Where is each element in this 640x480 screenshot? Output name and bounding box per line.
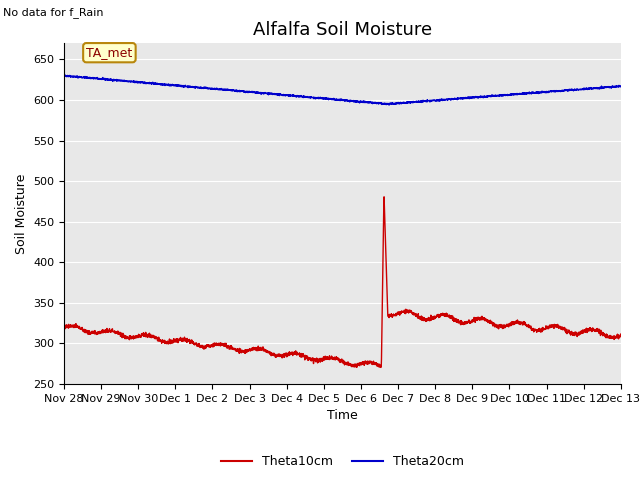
Theta10cm [298, 354, 305, 360]
X-axis label: Time: Time [327, 409, 358, 422]
Text: No data for f_Rain: No data for f_Rain [3, 7, 104, 18]
Line: Theta10cm: Theta10cm [64, 197, 621, 367]
Theta20cm [60, 72, 68, 78]
Legend: Theta10cm, Theta20cm: Theta10cm, Theta20cm [216, 450, 469, 473]
Theta20cm [61, 72, 68, 78]
Theta20cm [124, 79, 132, 84]
Title: Alfalfa Soil Moisture: Alfalfa Soil Moisture [253, 21, 432, 39]
Theta10cm [60, 324, 68, 330]
Theta10cm [547, 325, 554, 331]
Theta10cm [380, 194, 388, 200]
Theta20cm [606, 84, 614, 90]
Theta10cm [376, 364, 384, 370]
Y-axis label: Soil Moisture: Soil Moisture [15, 173, 28, 254]
Theta20cm [298, 94, 306, 99]
Theta20cm [274, 93, 282, 98]
Text: TA_met: TA_met [86, 46, 132, 59]
Theta10cm [124, 336, 131, 341]
Theta10cm [157, 337, 164, 343]
Theta20cm [617, 84, 625, 89]
Theta20cm [385, 102, 393, 108]
Theta20cm [157, 81, 164, 87]
Line: Theta20cm: Theta20cm [64, 75, 621, 105]
Theta10cm [274, 353, 282, 359]
Theta10cm [606, 335, 614, 341]
Theta10cm [617, 331, 625, 337]
Theta20cm [547, 88, 554, 94]
